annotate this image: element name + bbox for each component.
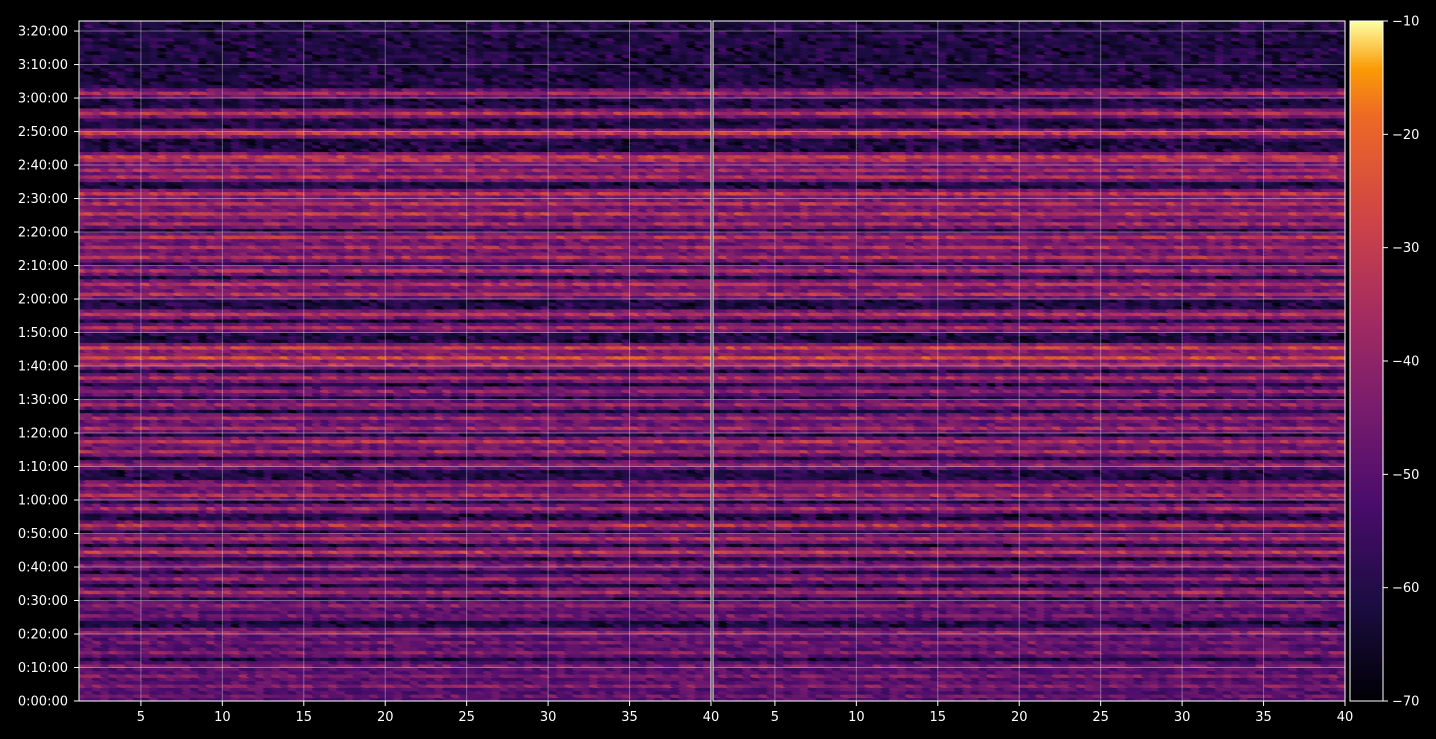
heatmap-cell	[702, 693, 711, 699]
heatmap-cell	[702, 690, 711, 695]
heatmap-cells	[79, 21, 711, 701]
heatmap-cell	[702, 697, 711, 701]
heatmap-cell	[702, 687, 711, 692]
heatmap-panel-left: 5 10 15 20 25 30 35 40	[78, 20, 719, 725]
